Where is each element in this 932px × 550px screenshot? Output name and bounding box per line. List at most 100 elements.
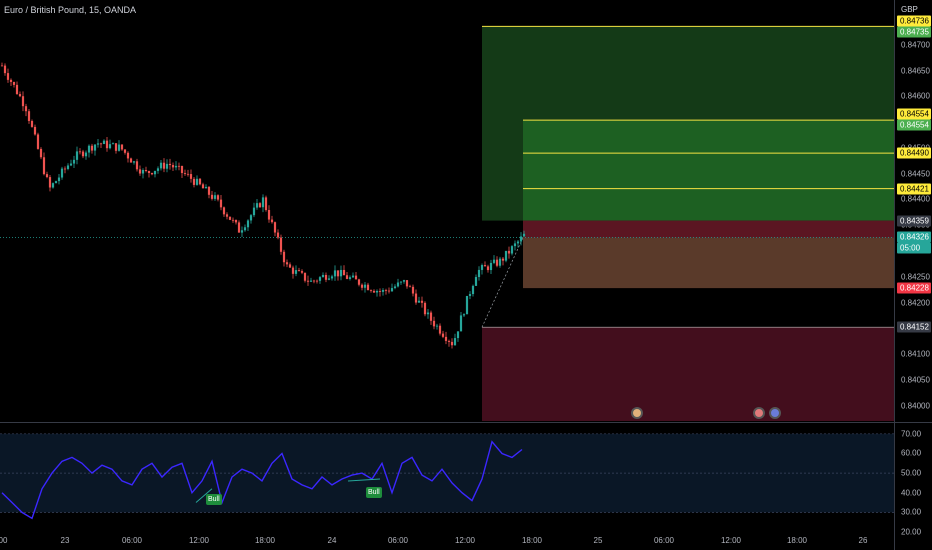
indicator-tick: 70.00 xyxy=(901,429,922,439)
price-label-tag: 0.84421 xyxy=(897,183,931,195)
candle-body xyxy=(282,251,286,263)
price-tick: 0.84450 xyxy=(901,169,930,179)
candle-body xyxy=(228,216,232,220)
candle-body xyxy=(315,280,319,282)
candle-body xyxy=(180,165,184,174)
stop-zone xyxy=(482,327,894,421)
candle-body xyxy=(351,275,355,278)
open-pnl-zone xyxy=(523,237,894,289)
candle-body xyxy=(153,170,157,175)
candle-body xyxy=(465,295,469,315)
candle-body xyxy=(189,174,193,179)
candle-body xyxy=(318,277,322,281)
candle-body xyxy=(411,286,415,294)
candle-body xyxy=(222,207,226,215)
position-path-line xyxy=(481,237,524,328)
candle-body xyxy=(141,170,145,174)
candle-body xyxy=(513,243,517,247)
economic-event-icon[interactable] xyxy=(753,407,765,419)
candle-body xyxy=(369,290,373,291)
candle-body xyxy=(57,177,61,182)
candle-body xyxy=(156,168,160,171)
candle-body xyxy=(510,246,514,254)
candle-body xyxy=(51,183,55,188)
economic-event-icon[interactable] xyxy=(769,407,781,419)
candle-body xyxy=(462,314,466,316)
candle-body xyxy=(330,276,334,279)
rsi-line xyxy=(1,440,523,520)
symbol-title[interactable]: Euro / British Pound, 15, OANDA xyxy=(4,5,137,15)
time-tick: 12:00 xyxy=(188,536,210,545)
candle-body xyxy=(423,302,427,315)
candle-body xyxy=(483,265,487,267)
candle-body xyxy=(198,178,202,185)
indicator-pane[interactable] xyxy=(0,433,894,520)
candle-body xyxy=(162,162,166,169)
candle-body xyxy=(300,271,304,273)
candle-body xyxy=(468,294,472,296)
candle-body xyxy=(504,250,508,261)
candle-body xyxy=(12,81,16,85)
candle-body xyxy=(123,149,127,153)
economic-event-icon[interactable] xyxy=(631,407,643,419)
candle-body xyxy=(96,143,100,145)
candle-body xyxy=(321,274,325,278)
candle-body xyxy=(402,280,406,282)
price-tick: 0.84100 xyxy=(901,349,930,359)
candle-body xyxy=(246,220,250,228)
candle-body xyxy=(375,291,379,293)
price-label-tag: 0.84554 xyxy=(897,108,931,120)
candle-body xyxy=(9,79,13,82)
candle-body xyxy=(240,230,244,233)
candle-body xyxy=(333,270,337,277)
candle-body xyxy=(33,126,37,135)
candle-body xyxy=(306,280,310,282)
candle-body xyxy=(390,288,394,292)
candle-body xyxy=(108,144,112,149)
candle-body xyxy=(309,280,313,282)
candle-body xyxy=(45,174,49,178)
candle-body xyxy=(21,96,25,107)
candle-body xyxy=(66,165,70,169)
candle-body xyxy=(435,325,439,327)
candle-body xyxy=(255,203,259,208)
candle-body xyxy=(429,312,433,321)
candle-body xyxy=(75,151,79,160)
candle-body xyxy=(30,120,34,127)
candle-body xyxy=(207,186,211,195)
price-label-tag: 0.84152 xyxy=(897,321,931,333)
candle-body xyxy=(432,320,436,327)
candle-body xyxy=(138,169,142,174)
candle-body xyxy=(69,163,73,166)
candle-body xyxy=(303,272,307,281)
time-tick: 23 xyxy=(60,536,70,545)
indicator-tick: 50.00 xyxy=(901,468,922,478)
candle-body xyxy=(258,203,262,208)
candle-body xyxy=(384,290,388,291)
candle-body xyxy=(345,275,349,279)
price-tick: 0.84000 xyxy=(901,401,930,411)
candle-body xyxy=(126,152,130,159)
candle-body xyxy=(441,333,445,337)
candle-body xyxy=(264,197,268,211)
candle-body xyxy=(444,336,448,341)
rsi-band-fill xyxy=(0,433,894,513)
candle-body xyxy=(456,331,460,339)
candle-body xyxy=(216,195,220,200)
price-label-tag: 0.84490 xyxy=(897,147,931,159)
candle-body xyxy=(297,270,301,272)
candle-body xyxy=(270,219,274,223)
candle-body xyxy=(114,143,118,151)
candle-body xyxy=(78,151,82,153)
candle-body xyxy=(459,315,463,332)
candle-body xyxy=(339,269,343,277)
candle-body xyxy=(249,215,253,221)
candle-body xyxy=(174,165,178,168)
indicator-tick: 60.00 xyxy=(901,448,922,458)
price-label-tag: 0.84359 xyxy=(897,215,931,227)
time-tick: 00 xyxy=(0,536,8,545)
candle-body xyxy=(243,227,247,231)
candle-body xyxy=(204,186,208,189)
